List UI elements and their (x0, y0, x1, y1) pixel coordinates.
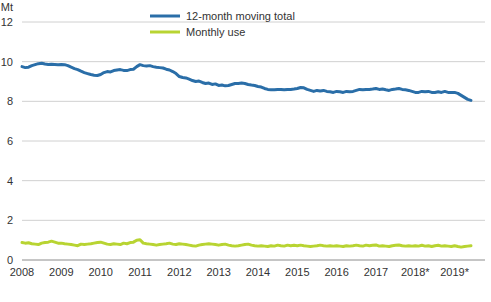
x-tick-label: 2013 (206, 266, 230, 278)
x-tick-label: 2018* (401, 266, 430, 278)
grid-line (22, 141, 485, 142)
x-tick-label: 2019* (440, 266, 469, 278)
legend-swatch (150, 31, 180, 34)
x-tick-label: 2015 (285, 266, 309, 278)
plot-lines (22, 63, 471, 247)
legend-label: 12-month moving total (186, 10, 295, 22)
chart: 0 2 4 6 8 10 12 Mt 2008 2009 2010 2011 2012 2013 2014 2… (0, 0, 491, 302)
y-axis-label: Mt (1, 1, 13, 13)
grid-line (22, 61, 485, 62)
y-tick-label: 6 (7, 135, 13, 147)
x-tick-label: 2011 (128, 266, 152, 278)
y-tick-label: 4 (7, 175, 13, 187)
y-tick-label: 10 (1, 56, 13, 68)
grid-line (22, 101, 485, 102)
x-axis-line (22, 260, 485, 261)
y-tick-label: 8 (7, 95, 13, 107)
x-tick-label: 2012 (167, 266, 191, 278)
x-tick-label: 2010 (88, 266, 112, 278)
grid-line (22, 180, 485, 181)
x-tick-label: 2008 (10, 266, 34, 278)
grid-line (22, 220, 485, 221)
x-tick-label: 2016 (324, 266, 348, 278)
legend-swatch (150, 15, 180, 18)
legend-label: Monthly use (186, 26, 245, 38)
x-tick-label: 2017 (364, 266, 388, 278)
series-line (22, 63, 471, 100)
x-tick-label: 2014 (246, 266, 270, 278)
x-tick-label: 2009 (49, 266, 73, 278)
series-line (22, 240, 471, 247)
y-tick-label: 2 (7, 214, 13, 226)
y-tick-label: 0 (7, 254, 13, 266)
y-tick-label: 12 (1, 16, 13, 28)
